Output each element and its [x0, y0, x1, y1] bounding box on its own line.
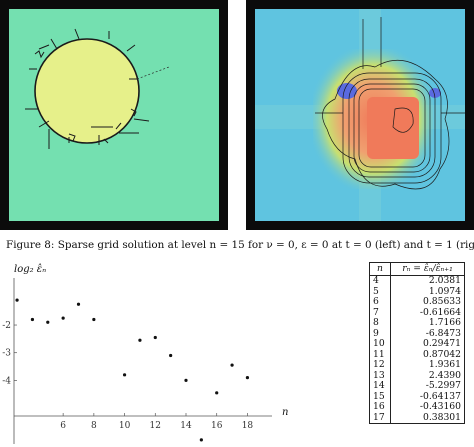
table-header-row: n rₙ = ε̂ₙ/ε̂ₙ₊₁ — [369, 262, 465, 276]
table-cell-ratio: -0.64137 — [390, 391, 465, 402]
table-cell-ratio: 2.0381 — [390, 275, 465, 287]
table-row: 4 2.0381 — [369, 275, 465, 287]
table-row: 8 1.7166 — [369, 317, 465, 329]
log-error-scatter-plot: 6 8 10 12 14 16 18 -2 -3 -4 log₂ ε̂ₙ n — [2, 264, 288, 444]
table-row: 12 1.9361 — [369, 359, 465, 371]
table-cell-n: 12 — [369, 359, 391, 371]
table-cell-ratio: -0.43160 — [390, 401, 465, 413]
table-row: 10 0.29471 — [369, 338, 465, 350]
x-tick-label: 8 — [91, 421, 97, 431]
x-tick-label: 18 — [242, 421, 254, 431]
table-cell-ratio: 0.29471 — [390, 338, 465, 350]
table-row: 11 0.87042 — [369, 349, 465, 360]
table-cell-ratio: 2.4390 — [390, 370, 465, 381]
table-cell-n: 17 — [369, 412, 391, 424]
table-row: 15 -0.64137 — [369, 391, 465, 402]
x-tick-label: 10 — [119, 421, 131, 431]
table-row: 5 1.0974 — [369, 286, 465, 297]
solution-plot-t0 — [9, 9, 219, 221]
table-cell-n: 8 — [369, 317, 391, 329]
table-row: 7 -0.61664 — [369, 307, 465, 318]
y-tick-label: -2 — [2, 321, 11, 331]
plot-ticks: 6 8 10 12 14 16 18 -2 -3 -4 — [2, 321, 253, 431]
header-ratio: rₙ = ε̂ₙ/ε̂ₙ₊₁ — [390, 262, 465, 276]
table-cell-n: 4 — [369, 275, 391, 287]
table-cell-ratio: 0.87042 — [390, 349, 465, 360]
table-row: 6 0.85633 — [369, 296, 465, 308]
data-point — [215, 391, 219, 395]
table-cell-n: 10 — [369, 338, 391, 350]
solution-plot-t1 — [255, 9, 465, 221]
y-axis-label: log₂ ε̂ₙ — [14, 264, 46, 275]
table-cell-ratio: -0.61664 — [390, 307, 465, 318]
table-cell-ratio: -5.2997 — [390, 380, 465, 392]
data-point — [76, 302, 81, 306]
x-tick-label: 16 — [211, 421, 223, 431]
plot-axes — [13, 278, 272, 444]
figure-caption: Figure 8: Sparse grid solution at level … — [6, 239, 474, 251]
table-cell-n: 14 — [369, 380, 391, 392]
figure-panel-left — [0, 0, 228, 230]
ratio-table: n rₙ = ε̂ₙ/ε̂ₙ₊₁ 4 2.0381 5 1.0974 6 0.85633 7… — [369, 262, 465, 424]
table-row: 9 -6.8473 — [369, 328, 465, 339]
table-row: 13 2.4390 — [369, 370, 465, 381]
data-point — [61, 316, 65, 320]
x-axis-label: n — [282, 407, 288, 418]
table-cell-ratio: 1.9361 — [390, 359, 465, 371]
table-row: 17 0.38301 — [369, 412, 465, 424]
x-tick-label: 6 — [60, 421, 66, 431]
data-point — [15, 298, 19, 302]
data-point — [153, 335, 157, 340]
x-tick-label: 14 — [180, 421, 192, 431]
data-point — [122, 373, 127, 377]
solution-image-t1 — [255, 9, 465, 221]
data-point — [169, 353, 173, 358]
data-point — [46, 320, 50, 324]
table-cell-n: 6 — [369, 296, 391, 308]
table-body: 4 2.0381 5 1.0974 6 0.85633 7 -0.61664 8 1.7166 9-… — [369, 275, 465, 424]
table-cell-n: 16 — [369, 401, 391, 413]
figure-panel-right — [246, 0, 474, 230]
data-point — [92, 317, 96, 322]
plot-points — [15, 298, 250, 442]
data-point — [230, 363, 234, 367]
solution-image-t0 — [9, 9, 219, 221]
table-cell-ratio: 1.0974 — [390, 286, 465, 297]
table-cell-ratio: 1.7166 — [390, 317, 465, 329]
y-tick-label: -3 — [2, 349, 11, 359]
table-cell-ratio: 0.85633 — [390, 296, 465, 308]
data-point — [245, 376, 250, 380]
x-tick-label: 12 — [150, 421, 161, 431]
data-point — [30, 317, 35, 322]
table-row: 16 -0.43160 — [369, 401, 465, 413]
table-cell-ratio: 0.38301 — [390, 412, 465, 424]
data-point — [184, 378, 188, 382]
header-n: n — [369, 262, 391, 276]
data-point — [199, 438, 203, 442]
y-tick-label: -4 — [2, 376, 11, 386]
table-cell-ratio: -6.8473 — [390, 328, 465, 339]
table-row: 14 -5.2997 — [369, 380, 465, 392]
data-point — [138, 338, 142, 342]
